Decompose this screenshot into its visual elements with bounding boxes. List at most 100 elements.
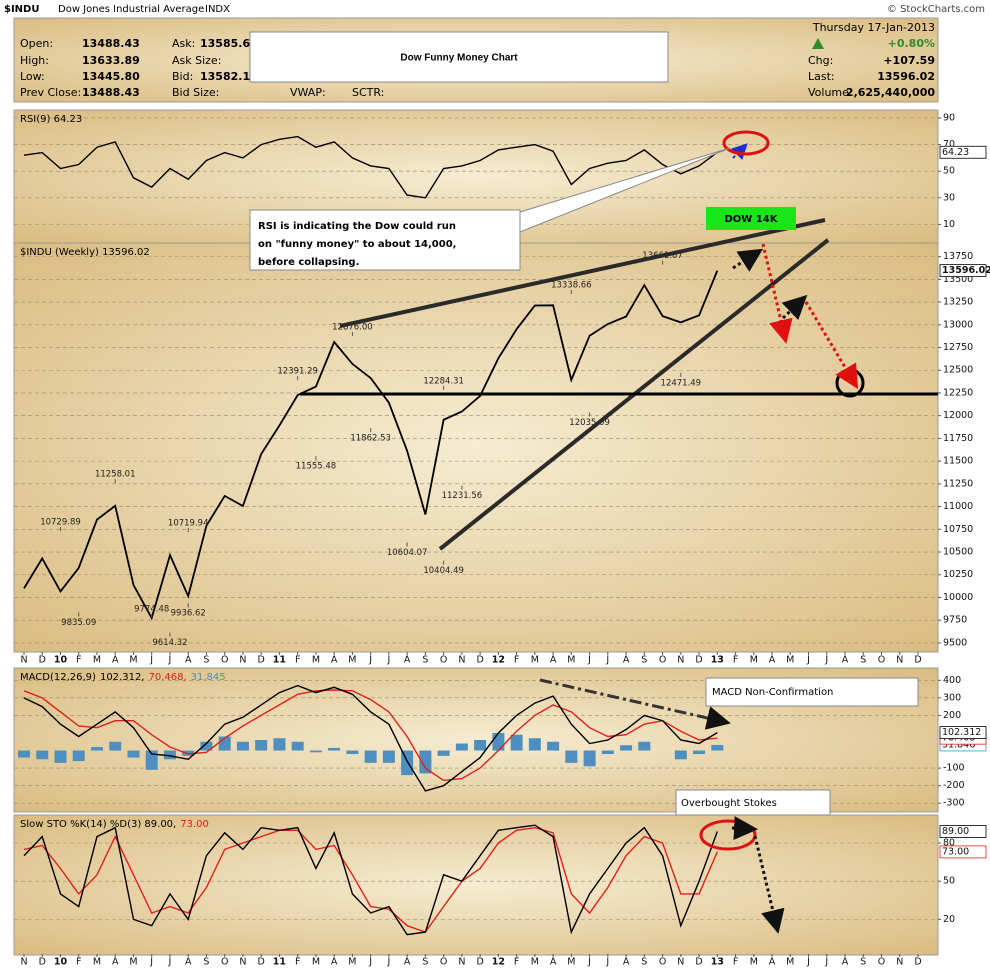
value-box-text: 31.846 [942, 739, 975, 750]
panel-label: 73.00 [180, 819, 209, 830]
exchange: INDX [205, 4, 230, 15]
y-tick-label: 12000 [943, 410, 973, 421]
y-tick-label: 13500 [943, 274, 973, 285]
histogram-bar [455, 743, 468, 751]
x-tick-label: A [623, 655, 630, 666]
histogram-bar [346, 750, 359, 755]
dow14k-box [706, 207, 796, 230]
histogram-bar [510, 734, 523, 751]
field-label: Ask: [172, 37, 195, 50]
x-tick-label: D [914, 655, 921, 666]
arrow [730, 143, 748, 161]
x-tick-label: M [129, 957, 137, 968]
panel: 90 70 50 30 10 RSI(9) 64.23 64.23 [14, 112, 987, 230]
value-box [939, 264, 987, 278]
value-box [939, 726, 987, 739]
arrow [753, 835, 785, 934]
value-box-text: 89.00 [942, 826, 969, 837]
pivot-label: 9774.48 [134, 604, 169, 614]
y-tick-label: 10250 [943, 569, 973, 580]
histogram-bar [200, 741, 213, 751]
y-tick-label: 70 [943, 139, 955, 150]
value-box-text: 73.00 [942, 846, 969, 857]
panel-label: MACD(12,26,9) [20, 672, 96, 683]
histogram-bar [109, 741, 122, 751]
x-tick-label: S [203, 655, 209, 666]
field-value: 13582.12 [200, 70, 258, 83]
panel-label: 70.468, [148, 672, 186, 683]
x-tick-label: J [386, 655, 390, 666]
panel-label: 102.312, [100, 672, 145, 683]
y-tick-label: 10750 [943, 524, 973, 535]
histogram-bar [163, 750, 176, 760]
pivot-label: 11258.01 [95, 470, 136, 480]
x-tick-label: S [422, 957, 428, 968]
annotations: RSI is indicating the Dow could run on "… [249, 4, 985, 934]
field-label: Volume: [808, 86, 853, 99]
x-tick-label: D [914, 957, 921, 968]
x-tick-label: D [39, 655, 46, 666]
histogram-bar [291, 741, 304, 751]
series-line [23, 135, 718, 199]
x-tick-label: O [659, 655, 666, 666]
field-value: 13633.89 [82, 54, 140, 67]
x-tick-label: J [605, 957, 609, 968]
pivot-label: 9614.32 [152, 638, 187, 648]
field-value: 13585.65 [200, 37, 258, 50]
resistance-line [339, 218, 826, 328]
x-tick-label: D [695, 957, 702, 968]
x-tick-label: D [476, 655, 483, 666]
field-value: 13488.43 [82, 37, 140, 50]
x-tick-label: M [348, 957, 356, 968]
histogram-bar [565, 750, 578, 763]
x-tick-label: A [842, 957, 849, 968]
histogram-bar [18, 750, 30, 758]
callout-text: RSI is indicating the Dow could run [258, 221, 456, 232]
pivot-label: 11862.53 [350, 434, 391, 444]
x-tick-label: M [93, 957, 101, 968]
x-tick-label: N [458, 655, 465, 666]
arrow [804, 301, 859, 390]
histogram-bar [328, 747, 341, 751]
field-label: VWAP: [290, 86, 326, 99]
x-tick-label: M [750, 655, 758, 666]
x-tick-label: A [550, 957, 557, 968]
x-tick-label: N [239, 957, 246, 968]
macd-note-box [705, 677, 919, 707]
field-value: 13488.43 [82, 86, 140, 99]
value-box-text: 64.23 [942, 147, 969, 158]
x-tick-label: J [587, 957, 591, 968]
x-tick-label: A [185, 957, 192, 968]
field-label: Low: [20, 70, 45, 83]
y-tick-label: 200 [943, 710, 961, 721]
x-tick-label: M [567, 655, 575, 666]
x-tick-label: A [331, 957, 338, 968]
dow14k-text: DOW 14K [725, 214, 779, 225]
series-line [23, 824, 718, 936]
x-tick-label: 13 [711, 957, 724, 968]
x-tick-label: S [860, 957, 866, 968]
panel-label: $INDU (Weekly) 13596.02 [20, 247, 150, 258]
x-tick-label: A [112, 957, 119, 968]
highlight-ellipse [722, 130, 770, 156]
x-tick-label: O [221, 957, 228, 968]
field-label: High: [20, 54, 49, 67]
up-arrow [812, 38, 824, 49]
field-label: SCTR: [352, 86, 384, 99]
x-tick-label: 12 [492, 655, 505, 666]
x-tick-label: M [312, 957, 320, 968]
histogram-bar [90, 747, 103, 751]
copyright: © StockCharts.com [887, 4, 985, 15]
pivot-label: 10719.94 [168, 519, 209, 529]
x-tick-label: A [842, 655, 849, 666]
pivot-label: 10729.89 [40, 518, 81, 528]
x-tick-label: O [221, 655, 228, 666]
histogram-bar [182, 750, 195, 756]
sto-panel [13, 814, 939, 956]
x-tick-label: A [769, 957, 776, 968]
x-tick-label: A [112, 655, 119, 666]
y-tick-label: 12750 [943, 342, 973, 353]
x-tick-label: 12 [492, 957, 505, 968]
x-tick-label: A [623, 957, 630, 968]
